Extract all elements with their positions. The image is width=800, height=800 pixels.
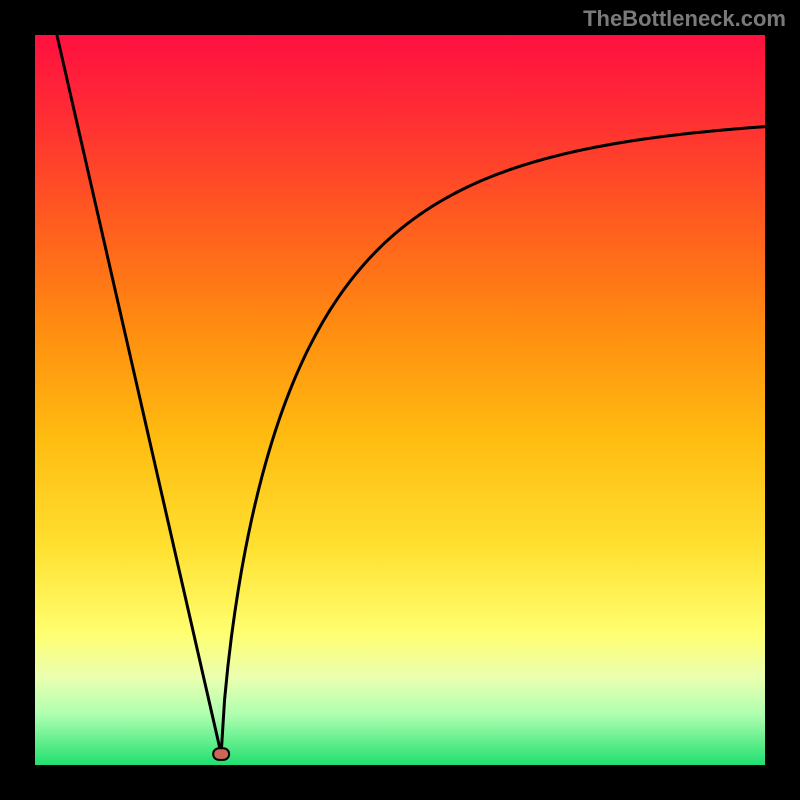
- optimal-point-marker: [213, 748, 229, 760]
- gradient-background: [35, 35, 765, 765]
- chart-container: TheBottleneck.com: [0, 0, 800, 800]
- bottleneck-chart: [35, 35, 765, 765]
- watermark-text: TheBottleneck.com: [583, 6, 786, 32]
